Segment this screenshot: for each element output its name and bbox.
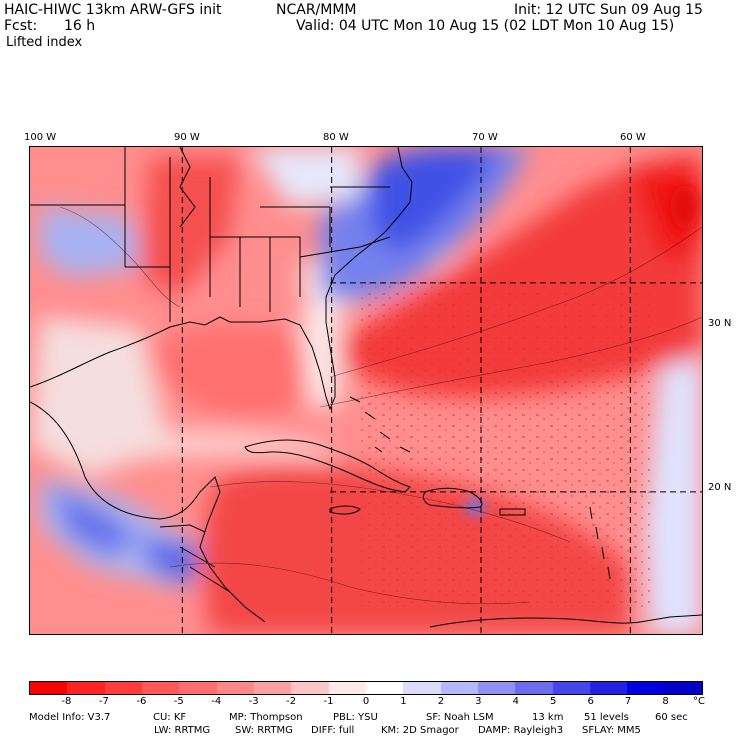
colorbar-swatch [30,682,68,694]
footer-sf: SF: Noah LSM [426,712,494,723]
lon-label-80w: 80 W [323,132,349,143]
neutral-florida [300,307,340,407]
colorbar-tick-label: 8 [662,696,669,707]
lat-label-20n: 20 N [708,482,732,493]
neutral-band-cuba [120,431,330,462]
mexico-coast [30,401,266,623]
footer-timestep: 60 sec [655,712,688,723]
colorbar-tick-label: -3 [248,696,259,707]
unstable-spot-ne [671,185,699,229]
colorbar-unit: °C [693,696,705,707]
colorbar-tick-label: -1 [323,696,334,707]
stable-oklahoma [40,207,140,277]
colorbar-swatch [440,682,478,694]
init-time: Init: 12 UTC Sun 09 Aug 15 [514,2,703,18]
colorbar-tick-label: -4 [211,696,222,707]
colorbar-tick-label: -8 [61,696,72,707]
stable-central-america-core [50,487,140,557]
us-gulf-coast [30,147,413,411]
footer-levels: 51 levels [584,712,629,723]
unstable-gulf [150,324,322,417]
colorbar-swatch [627,682,665,694]
unstable-mississippi [140,157,240,297]
colorbar-swatch [253,682,292,694]
colorbar-tick-label: 5 [550,696,557,707]
lon-label-60w: 60 W [620,132,646,143]
footer-diff: DIFF: full [311,725,355,736]
forecast-label: Fcst: [4,18,38,34]
footer-pbl: PBL: YSU [333,712,378,723]
lon-label-100w: 100 W [24,132,57,143]
footer-km: KM: 2D Smagor [381,725,459,736]
colorbar-tick-label: 7 [624,696,632,707]
footer-damp: DAMP: Rayleigh3 [478,725,564,736]
contour-line-2 [319,316,702,408]
colorbar-swatch [403,682,441,694]
footer-sflay: SFLAY: MM5 [582,725,641,736]
footer-sw: SW: RRTMG [235,725,293,736]
colorbar-swatch [67,682,105,694]
colorbar-tick-label: -6 [136,696,147,707]
convective-speckle [360,277,650,607]
colorbar-swatch [515,682,553,694]
colorbar-swatch [477,682,516,694]
colorbar-swatch [216,682,254,694]
colorbar-tick-label: -7 [98,696,109,707]
stable-spot-hispaniola [465,499,485,515]
jamaica [329,505,361,515]
stable-nne [250,147,360,207]
lon-label-70w: 70 W [472,132,498,143]
contour-line-1 [329,226,702,378]
colorbar-swatch [589,682,628,694]
colorbar-tick-label: 2 [437,696,445,707]
colorbar-tick-label: 6 [587,696,594,707]
lat-label-30n: 30 N [708,318,732,329]
model-title: HAIC-HIWC 13km ARW-GFS init [4,2,222,18]
lifted-index-map [29,146,703,635]
field-name: Lifted index [6,35,83,50]
valid-time: Valid: 04 UTC Mon 10 Aug 15 (02 LDT Mon … [296,18,675,34]
footer-lw: LW: RRTMG [154,725,211,736]
stable-carolinas-core [370,147,500,250]
contour-line-5 [59,206,181,308]
colorbar-swatch [664,682,702,694]
colorbar-tick-label: -5 [173,696,184,707]
colorbar-tick-label: 1 [400,696,407,707]
forecast-hour: 16 h [64,18,96,34]
colorbar-swatch [291,682,329,694]
puerto-rico [499,508,526,516]
org-label: NCAR/MMM [276,2,357,18]
colorbar-tick-label: 4 [512,696,519,707]
footer-mp: MP: Thompson [229,712,303,723]
stable-east-edge [645,357,702,634]
colorbar-swatch [104,682,142,694]
colorbar-tick-label: 3 [475,696,482,707]
colorbar-swatch [141,682,180,694]
neutral-texas [30,317,170,477]
lon-label-90w: 90 W [174,132,200,143]
footer-model-info: Model Info: V3.7 [29,712,111,723]
footer-cu: CU: KF [153,712,187,723]
colorbar-swatch [365,682,404,694]
us-state-borders [30,147,391,322]
colorbar-swatch [552,682,590,694]
lesser-antilles [589,506,611,580]
footer-resolution: 13 km [532,712,564,723]
colorbar-swatch [179,682,217,694]
hispaniola [422,487,483,509]
colorbar-tick-label: 0 [362,696,370,707]
graticule [181,147,702,634]
colorbar-tick-label: -2 [286,696,297,707]
colorbar [29,681,703,695]
contour-line-4 [169,562,531,605]
central-america-border [159,524,231,593]
colorbar-swatch [328,682,366,694]
